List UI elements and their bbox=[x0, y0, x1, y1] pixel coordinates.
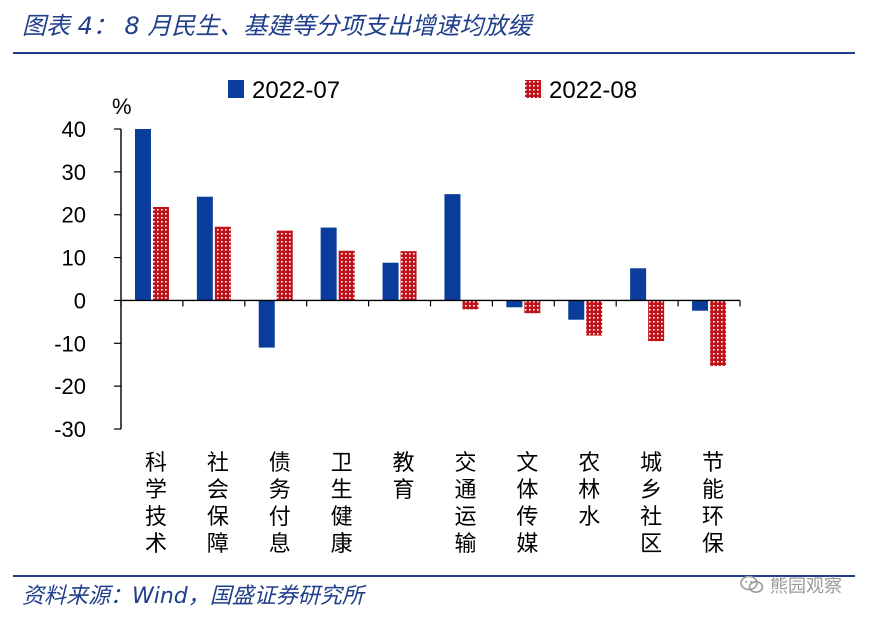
y-axis-unit: % bbox=[112, 94, 132, 119]
x-category-label: 债务付息 bbox=[269, 451, 291, 557]
y-tick-label: 0 bbox=[74, 288, 86, 313]
wechat-icon bbox=[740, 575, 764, 593]
bottom-divider bbox=[13, 575, 855, 577]
bar-s2-1 bbox=[214, 226, 231, 301]
bar-s1-6 bbox=[506, 300, 523, 308]
x-category-label: 农林水 bbox=[578, 451, 600, 530]
y-tick-label: -20 bbox=[54, 374, 86, 399]
bar-s1-3 bbox=[320, 227, 337, 301]
bar-s1-1 bbox=[196, 196, 213, 301]
y-tick-label: 40 bbox=[62, 117, 86, 142]
x-category-label: 卫生健康 bbox=[331, 451, 353, 557]
x-category-label: 节能环保 bbox=[702, 451, 724, 557]
chart-title: 图表 4： 8 月民生、基建等分项支出增速均放缓 bbox=[22, 12, 532, 40]
bar-s1-2 bbox=[258, 300, 275, 348]
watermark: 熊园观察 bbox=[740, 572, 842, 598]
bar-s1-9 bbox=[692, 300, 709, 311]
y-tick-label: 20 bbox=[62, 203, 86, 228]
bar-chart: 2022-07 2022-08 % 40 30 20 10 0 -10 -20 -30 科学技术… bbox=[54, 77, 741, 557]
bar-s1-8 bbox=[630, 268, 647, 301]
y-tick-label: 30 bbox=[62, 160, 86, 185]
y-tick-label: 10 bbox=[62, 246, 86, 271]
legend-swatch-1 bbox=[228, 80, 244, 98]
bar-s2-8 bbox=[648, 300, 665, 342]
source-note: 资料来源：Wind，国盛证券研究所 bbox=[22, 584, 364, 609]
bars bbox=[134, 129, 727, 366]
y-tick-label: -10 bbox=[54, 331, 86, 356]
top-divider bbox=[13, 52, 855, 54]
bar-s2-0 bbox=[152, 207, 169, 301]
bar-s1-7 bbox=[568, 300, 585, 320]
bar-s1-0 bbox=[134, 129, 151, 301]
bar-s2-4 bbox=[400, 251, 417, 301]
watermark-text: 熊园观察 bbox=[770, 576, 842, 597]
bar-s1-5 bbox=[444, 194, 461, 301]
bar-s2-9 bbox=[710, 300, 727, 366]
x-category-label: 城乡社区 bbox=[640, 451, 662, 557]
bar-s2-5 bbox=[462, 300, 479, 310]
x-category-label: 社会保障 bbox=[207, 451, 229, 557]
bar-s2-3 bbox=[338, 250, 355, 301]
legend-swatch-2 bbox=[525, 80, 541, 98]
legend-label-1: 2022-07 bbox=[252, 77, 340, 104]
bar-s1-4 bbox=[382, 262, 399, 301]
bar-s2-2 bbox=[276, 230, 293, 301]
legend-label-2: 2022-08 bbox=[549, 77, 637, 104]
x-category-label: 交通运输 bbox=[454, 451, 476, 557]
x-category-label: 教育 bbox=[393, 451, 415, 503]
x-category-label: 科学技术 bbox=[145, 451, 167, 557]
y-axis-ticks: 40 30 20 10 0 -10 -20 -30 bbox=[54, 117, 121, 442]
y-tick-label: -30 bbox=[54, 417, 86, 442]
bar-s2-6 bbox=[524, 300, 541, 314]
bar-s2-7 bbox=[586, 300, 603, 336]
x-category-label: 文体传媒 bbox=[516, 451, 538, 557]
category-labels: 科学技术 社会保障 债务付息 卫生健康 教育 交通运输 文体传媒 农林水 城乡社区 节能环保 bbox=[145, 451, 724, 557]
legend: 2022-07 2022-08 bbox=[228, 77, 637, 104]
axes bbox=[120, 129, 741, 429]
